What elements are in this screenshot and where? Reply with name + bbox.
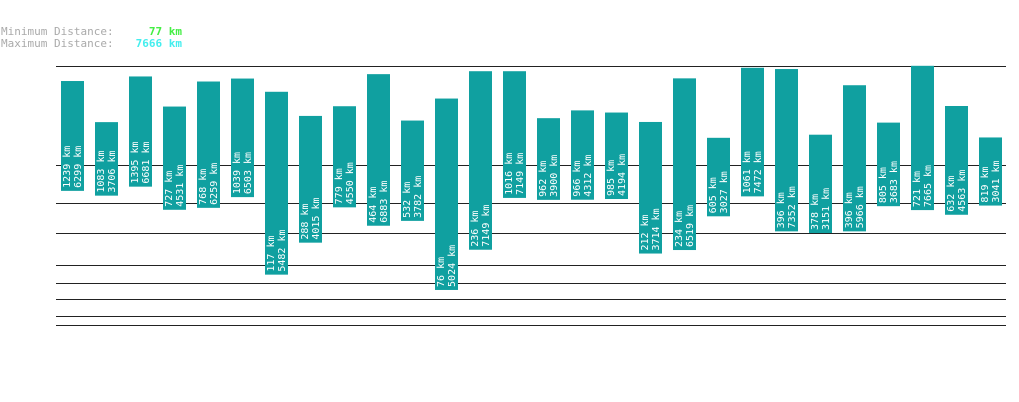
min-label: 768 km [198, 169, 209, 205]
max-label: 3027 km [719, 171, 730, 213]
min-label: 805 km [878, 167, 889, 203]
min-label: 727 km [164, 171, 175, 207]
max-label: 6681 km [141, 142, 152, 184]
max-label: 3151 km [821, 188, 832, 230]
range-bar [401, 120, 424, 221]
max-label: 5482 km [277, 229, 288, 271]
min-label: 962 km [538, 161, 549, 197]
min-label: 1395 km [130, 142, 141, 184]
max-label: 6883 km [379, 181, 390, 223]
min-label: 236 km [470, 211, 481, 247]
max-label: 4550 km [345, 162, 356, 204]
min-label: 1061 km [742, 151, 753, 193]
range-bar [95, 122, 118, 196]
range-bar [231, 78, 254, 198]
range-bar [775, 69, 798, 232]
range-bar [163, 106, 186, 210]
min-label: 1016 km [504, 153, 515, 195]
min-label: 1239 km [62, 146, 73, 188]
range-bar [979, 137, 1002, 206]
min-label: 117 km [266, 236, 277, 272]
max-label: 4312 km [583, 155, 594, 197]
range-bar [639, 121, 662, 254]
summary-label: Maximum Distance: [1, 37, 114, 50]
max-label: 6299 km [73, 146, 84, 188]
summary-value: 77 km [149, 25, 182, 38]
max-label: 6259 km [209, 163, 220, 205]
min-label: 632 km [946, 176, 957, 212]
summary-label: Minimum Distance: [1, 25, 114, 38]
min-label: 779 km [334, 168, 345, 204]
max-label: 7665 km [923, 165, 934, 207]
max-label: 3041 km [991, 160, 1002, 202]
min-label: 532 km [402, 182, 413, 218]
range-bar [299, 115, 322, 243]
summary-value: 7666 km [136, 37, 183, 50]
max-label: 3782 km [413, 176, 424, 218]
min-label: 396 km [776, 192, 787, 228]
min-label: 464 km [368, 187, 379, 223]
max-label: 5024 km [447, 245, 458, 287]
range-bar [877, 122, 900, 207]
range-bar [469, 71, 492, 250]
min-label: 966 km [572, 161, 583, 197]
max-label: 3683 km [889, 161, 900, 203]
min-label: 605 km [708, 177, 719, 213]
range-bar [911, 65, 934, 211]
max-label: 3900 km [549, 155, 560, 197]
range-bar [129, 76, 152, 187]
max-label: 4194 km [617, 154, 628, 196]
max-label: 6519 km [685, 205, 696, 247]
range-bar [333, 106, 356, 208]
max-label: 4563 km [957, 170, 968, 212]
max-label: 3714 km [651, 208, 662, 250]
min-label: 1083 km [96, 150, 107, 192]
min-label: 721 km [912, 171, 923, 207]
min-label: 234 km [674, 211, 685, 247]
max-label: 6503 km [243, 152, 254, 194]
max-label: 7149 km [515, 153, 526, 195]
min-label: 212 km [640, 214, 651, 250]
max-label: 7149 km [481, 205, 492, 247]
max-label: 7472 km [753, 151, 764, 193]
min-label: 76 km [436, 257, 447, 287]
range-bar [809, 134, 832, 234]
min-label: 378 km [810, 194, 821, 230]
range-bar [605, 112, 628, 200]
range-bar [537, 118, 560, 200]
range-bar [741, 67, 764, 197]
range-bar [367, 74, 390, 226]
max-label: 4015 km [311, 198, 322, 240]
range-bar [435, 98, 458, 290]
max-label: 5966 km [855, 186, 866, 228]
range-bar [197, 81, 220, 208]
min-label: 819 km [980, 166, 991, 202]
range-bar [945, 106, 968, 215]
min-label: 396 km [844, 192, 855, 228]
max-label: 4531 km [175, 165, 186, 207]
range-bar [707, 137, 730, 217]
min-label: 985 km [606, 160, 617, 196]
max-label: 7352 km [787, 186, 798, 228]
max-label: 3706 km [107, 150, 118, 192]
range-bar [61, 81, 84, 191]
min-label: 1039 km [232, 152, 243, 194]
range-bar [265, 91, 288, 275]
range-bar [571, 110, 594, 200]
range-bar [673, 78, 696, 251]
range-bar [843, 85, 866, 232]
min-label: 288 km [300, 204, 311, 240]
range-bar [503, 71, 526, 198]
